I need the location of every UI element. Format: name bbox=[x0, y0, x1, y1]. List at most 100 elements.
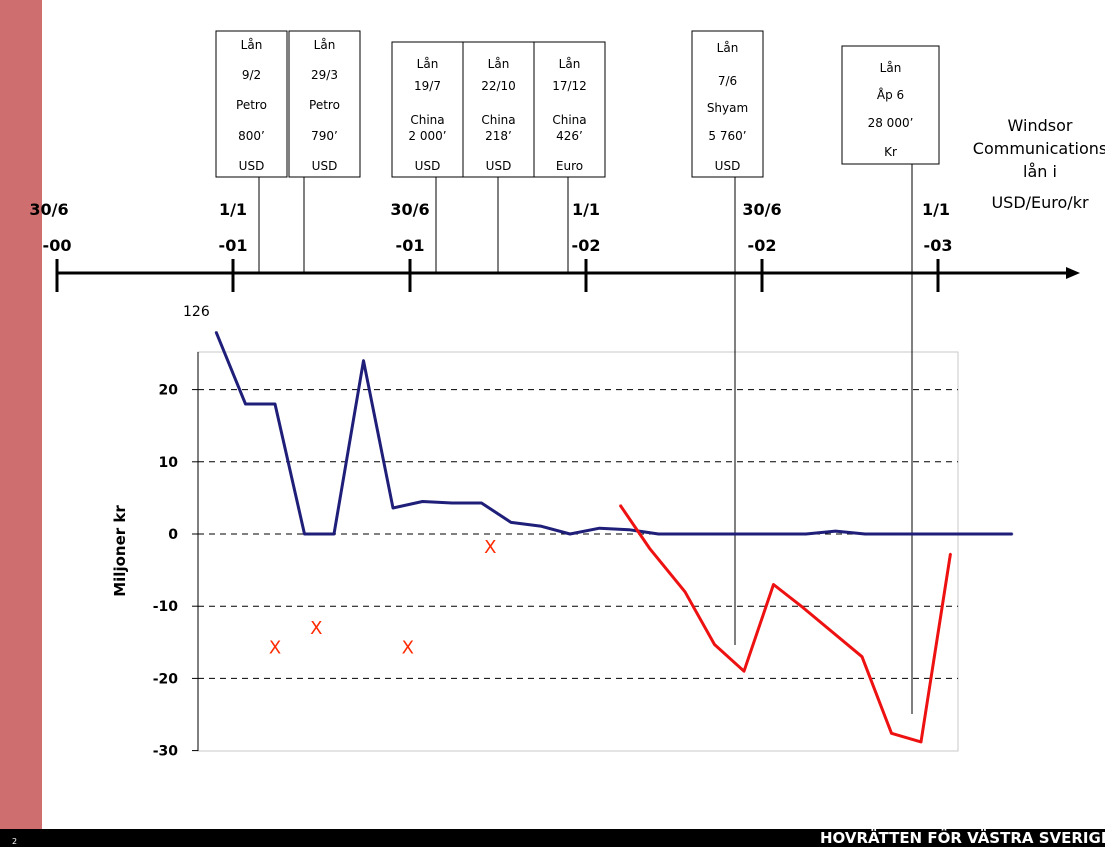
timeline-label-top: 30/6 bbox=[29, 200, 68, 219]
side-title-line: Communications bbox=[973, 139, 1105, 158]
side-title-line: lån i bbox=[1023, 162, 1057, 181]
y-tick-label: 0 bbox=[168, 527, 178, 543]
y-tick-label: 20 bbox=[159, 383, 179, 399]
timeline-labels: 30/6 -00 1/1 -01 30/6 -01 1/1 -02 30/6 -02 1/1 -03 bbox=[29, 200, 952, 255]
loan-box-line: Lån bbox=[717, 41, 739, 55]
loan-box-line: USD bbox=[486, 159, 512, 173]
loan-box: Lån 29/3 Petro 790’ USD bbox=[288, 30, 361, 178]
sidebar-accent-bar bbox=[0, 0, 42, 847]
series-point bbox=[244, 403, 247, 405]
series-point bbox=[510, 521, 512, 524]
loan-box: Lån 17/12 China 426’ Euro bbox=[533, 41, 606, 178]
loan-box: Lån 19/7 China 2 000’ USD bbox=[391, 41, 464, 178]
series-point bbox=[802, 606, 804, 609]
loan-box-line: USD bbox=[239, 159, 265, 173]
loan-box-line: 218’ bbox=[485, 129, 512, 143]
series-point bbox=[392, 507, 394, 509]
loan-box-line: Kr bbox=[884, 145, 897, 159]
series-point bbox=[274, 403, 276, 405]
data-series bbox=[214, 331, 1014, 744]
y-tick-label: -10 bbox=[153, 599, 179, 615]
loan-box-line: Petro bbox=[309, 98, 340, 112]
series-point bbox=[864, 533, 866, 535]
series-point bbox=[805, 533, 807, 535]
loan-box-frame bbox=[841, 45, 940, 165]
series-point bbox=[772, 583, 775, 586]
loan-box: Lån 22/10 China 218’ USD bbox=[462, 41, 535, 178]
series-point bbox=[893, 533, 896, 535]
loan-box-line: USD bbox=[715, 159, 741, 173]
timeline-label-top: 1/1 bbox=[922, 200, 950, 219]
series-point bbox=[539, 525, 542, 527]
series-point bbox=[684, 590, 686, 593]
series-point bbox=[451, 502, 453, 504]
series-point bbox=[716, 533, 719, 535]
x-marker: X bbox=[402, 637, 414, 658]
loan-box-frame bbox=[533, 41, 606, 178]
series-point bbox=[619, 504, 621, 506]
y-tick-label: -30 bbox=[153, 744, 179, 760]
timeline-label-top: 1/1 bbox=[572, 200, 600, 219]
loan-box-frame bbox=[215, 30, 288, 178]
series-point bbox=[834, 530, 837, 532]
series-line-blue bbox=[214, 331, 1013, 536]
series-point bbox=[952, 533, 955, 535]
y-axis-label: Miljoner kr bbox=[111, 505, 129, 597]
loan-box-line: Lån bbox=[559, 57, 581, 71]
series-point bbox=[1011, 533, 1014, 535]
timeline-label-bottom: -01 bbox=[396, 236, 425, 255]
x-markers: X X X X bbox=[269, 537, 497, 658]
series-point bbox=[982, 533, 984, 535]
loan-box-line: 7/6 bbox=[718, 74, 737, 88]
loan-box-frame bbox=[288, 30, 361, 178]
loan-box-line: Åp 6 bbox=[877, 87, 904, 102]
loan-box-line: Lån bbox=[880, 61, 902, 75]
loan-boxes: Lån9/2Petro800’USDLån29/3Petro790’USDLån… bbox=[215, 30, 940, 178]
timeline-arrow-icon bbox=[1066, 267, 1080, 279]
series-point bbox=[861, 655, 863, 658]
side-title-line: Windsor bbox=[1008, 116, 1073, 135]
series-point bbox=[215, 331, 217, 333]
side-title: Windsor Communications lån i USD/Euro/kr bbox=[973, 116, 1105, 212]
series-point bbox=[333, 533, 335, 535]
loan-box-frame bbox=[391, 41, 464, 178]
timeline-label-bottom: -01 bbox=[219, 236, 248, 255]
loan-box-line: 800’ bbox=[238, 129, 265, 143]
timeline-label-bottom: -02 bbox=[572, 236, 601, 255]
loan-box-line: 9/2 bbox=[242, 68, 261, 82]
loan-box-line: 17/12 bbox=[552, 79, 587, 93]
x-marker: X bbox=[484, 537, 496, 558]
x-marker: X bbox=[269, 637, 281, 658]
y-tick-label: -20 bbox=[153, 671, 179, 687]
timeline-label-bottom: -02 bbox=[748, 236, 777, 255]
timeline-label-top: 30/6 bbox=[390, 200, 429, 219]
series-point bbox=[421, 500, 424, 503]
loan-box-frame bbox=[691, 30, 764, 178]
series-point bbox=[746, 533, 748, 535]
side-title-line: USD/Euro/kr bbox=[991, 193, 1089, 212]
loan-box: Lån 9/2 Petro 800’ USD bbox=[215, 30, 288, 178]
series-point bbox=[713, 643, 716, 646]
loan-box-line: 22/10 bbox=[481, 79, 516, 93]
series-point bbox=[687, 533, 689, 535]
loan-box-frame bbox=[462, 41, 535, 178]
loan-box-line: USD bbox=[415, 159, 441, 173]
loan-box-line: 2 000’ bbox=[408, 129, 446, 143]
plot-area bbox=[197, 351, 959, 752]
loan-box-line: Petro bbox=[236, 98, 267, 112]
loan-box-line: China bbox=[552, 113, 586, 127]
loan-box-line: Shyam bbox=[707, 101, 748, 115]
x-marker: X bbox=[310, 618, 322, 639]
loan-box-line: Lån bbox=[314, 38, 336, 52]
series-point bbox=[628, 528, 630, 531]
loan-box-line: 28 000’ bbox=[868, 116, 914, 130]
series-point bbox=[949, 552, 952, 555]
series-point bbox=[775, 533, 778, 535]
series-point bbox=[598, 527, 601, 530]
loan-box-line: China bbox=[481, 113, 515, 127]
timeline-ticks bbox=[55, 259, 940, 292]
loan-box: Lån 7/6 Shyam 5 760’ USD bbox=[691, 30, 764, 178]
series-point bbox=[569, 533, 571, 535]
loan-box-line: 790’ bbox=[311, 129, 338, 143]
